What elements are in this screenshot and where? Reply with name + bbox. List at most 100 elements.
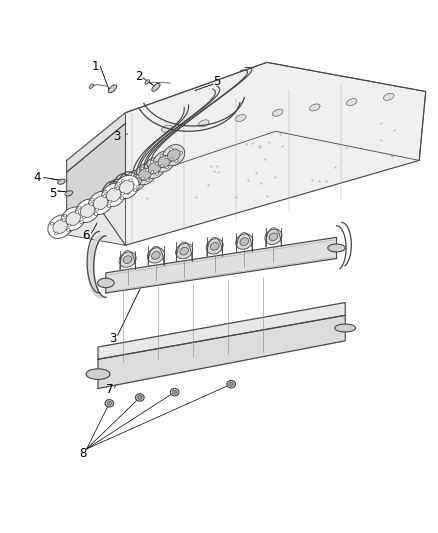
Ellipse shape — [75, 211, 79, 214]
Ellipse shape — [227, 381, 236, 388]
Text: 6: 6 — [82, 229, 90, 242]
Ellipse shape — [119, 252, 136, 267]
Ellipse shape — [198, 120, 209, 127]
Ellipse shape — [121, 180, 124, 182]
Ellipse shape — [155, 162, 158, 165]
Ellipse shape — [67, 224, 71, 227]
Ellipse shape — [117, 182, 120, 185]
Ellipse shape — [63, 214, 67, 217]
Ellipse shape — [335, 324, 356, 332]
Ellipse shape — [162, 125, 172, 132]
Ellipse shape — [103, 195, 106, 198]
Ellipse shape — [151, 171, 154, 173]
Ellipse shape — [121, 192, 124, 195]
Ellipse shape — [141, 177, 144, 180]
Ellipse shape — [89, 84, 94, 88]
Ellipse shape — [167, 149, 180, 161]
Ellipse shape — [131, 173, 134, 176]
Polygon shape — [106, 237, 336, 293]
Ellipse shape — [170, 389, 179, 396]
Ellipse shape — [148, 161, 161, 174]
Ellipse shape — [160, 164, 163, 167]
Ellipse shape — [175, 160, 178, 163]
Ellipse shape — [272, 109, 283, 116]
Text: 5: 5 — [213, 76, 220, 88]
Ellipse shape — [61, 207, 85, 230]
Ellipse shape — [95, 208, 99, 211]
Ellipse shape — [98, 278, 114, 288]
Ellipse shape — [206, 239, 223, 254]
Ellipse shape — [170, 148, 173, 150]
Ellipse shape — [114, 176, 136, 198]
Polygon shape — [67, 113, 125, 245]
Text: 3: 3 — [113, 130, 120, 143]
Ellipse shape — [119, 181, 132, 193]
Ellipse shape — [170, 158, 173, 161]
Text: 8: 8 — [80, 447, 87, 459]
Ellipse shape — [129, 179, 132, 182]
Ellipse shape — [229, 382, 233, 386]
Text: 1: 1 — [91, 60, 99, 72]
Ellipse shape — [129, 174, 142, 187]
Ellipse shape — [82, 216, 85, 219]
Ellipse shape — [346, 99, 357, 106]
Ellipse shape — [136, 175, 139, 178]
Ellipse shape — [127, 191, 130, 195]
Polygon shape — [98, 316, 345, 389]
Ellipse shape — [152, 83, 160, 91]
Ellipse shape — [173, 390, 177, 394]
Ellipse shape — [55, 232, 58, 235]
Ellipse shape — [236, 234, 253, 249]
Ellipse shape — [86, 369, 110, 379]
Polygon shape — [98, 303, 345, 359]
Ellipse shape — [65, 191, 73, 196]
Ellipse shape — [131, 183, 134, 186]
Ellipse shape — [124, 170, 146, 191]
Ellipse shape — [53, 220, 67, 233]
Ellipse shape — [158, 156, 170, 168]
Ellipse shape — [107, 401, 112, 405]
Ellipse shape — [124, 256, 132, 263]
Ellipse shape — [269, 233, 278, 240]
Ellipse shape — [106, 188, 121, 202]
Polygon shape — [67, 62, 426, 245]
Ellipse shape — [67, 229, 70, 231]
Ellipse shape — [135, 394, 144, 401]
Ellipse shape — [310, 104, 320, 111]
Ellipse shape — [117, 188, 120, 190]
Ellipse shape — [94, 213, 98, 215]
Ellipse shape — [58, 179, 65, 184]
Ellipse shape — [152, 252, 160, 259]
Ellipse shape — [166, 166, 168, 169]
Ellipse shape — [107, 205, 110, 207]
Ellipse shape — [328, 244, 345, 252]
Text: 4: 4 — [33, 171, 41, 184]
Ellipse shape — [176, 244, 193, 259]
Ellipse shape — [160, 154, 163, 157]
Ellipse shape — [105, 400, 114, 407]
Ellipse shape — [265, 229, 282, 245]
Ellipse shape — [66, 212, 81, 226]
Ellipse shape — [88, 191, 113, 215]
Ellipse shape — [90, 203, 93, 206]
Ellipse shape — [133, 189, 137, 191]
Ellipse shape — [153, 151, 175, 172]
Ellipse shape — [75, 199, 100, 223]
Ellipse shape — [145, 80, 149, 84]
Polygon shape — [67, 113, 125, 172]
Ellipse shape — [93, 196, 108, 210]
Ellipse shape — [102, 183, 126, 207]
Ellipse shape — [146, 168, 149, 172]
Ellipse shape — [139, 168, 152, 180]
Ellipse shape — [91, 198, 94, 201]
Ellipse shape — [210, 243, 219, 250]
Text: 2: 2 — [135, 70, 142, 83]
Ellipse shape — [144, 157, 166, 179]
Ellipse shape — [163, 144, 185, 166]
Ellipse shape — [50, 222, 53, 225]
Ellipse shape — [137, 185, 140, 188]
Ellipse shape — [116, 187, 119, 190]
Ellipse shape — [165, 156, 168, 159]
Ellipse shape — [147, 248, 164, 263]
Ellipse shape — [80, 204, 95, 218]
